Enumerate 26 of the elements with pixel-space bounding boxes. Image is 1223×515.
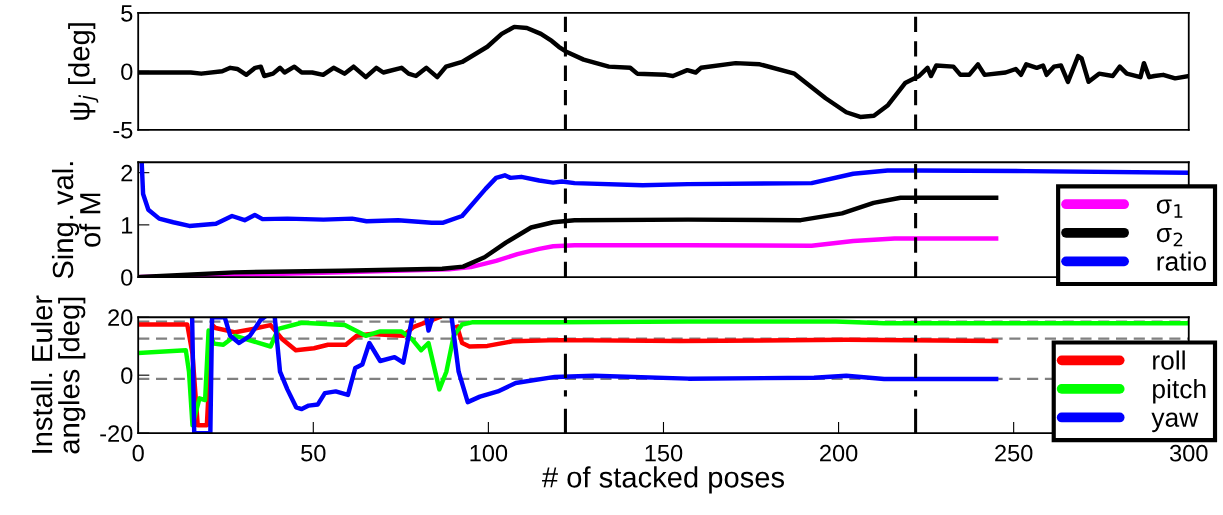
legend-label: σ$_{2}$: [1156, 228, 1183, 247]
legend-label: roll: [1153, 350, 1185, 370]
x-tick-label: 300: [1169, 444, 1208, 462]
legend-label: ratio: [1157, 251, 1206, 271]
y-tick-label: -20: [100, 425, 133, 442]
y-tick-label: 5: [121, 5, 133, 22]
legend-label: σ$_{1}$: [1156, 199, 1183, 218]
legend-label: yaw: [1151, 412, 1199, 433]
y-tick-label: 0: [121, 63, 133, 81]
y-tick-label: 1: [122, 217, 133, 234]
legend-label: pitch: [1153, 378, 1206, 404]
y-axis-title: Sing. val. of M: [51, 162, 101, 279]
x-tick-label: 0: [132, 444, 144, 462]
y-tick-label: 0: [121, 269, 133, 286]
y-axis-title: Install. Euler angles [deg]: [30, 295, 86, 454]
y-tick-label: 0: [121, 367, 133, 384]
x-tick-label: 250: [995, 444, 1033, 462]
y-tick-label: -5: [113, 122, 133, 139]
x-tick-label: 150: [645, 444, 683, 462]
x-tick-label: 50: [301, 444, 326, 462]
x-axis-title: # of stacked poses: [542, 466, 785, 494]
y-tick-label: 2: [121, 164, 133, 182]
x-tick-label: 200: [820, 444, 858, 462]
y-tick-label: 20: [108, 309, 133, 327]
x-tick-label: 100: [470, 444, 508, 462]
y-axis-title: ψ$_{j}$ [deg]: [68, 23, 99, 120]
